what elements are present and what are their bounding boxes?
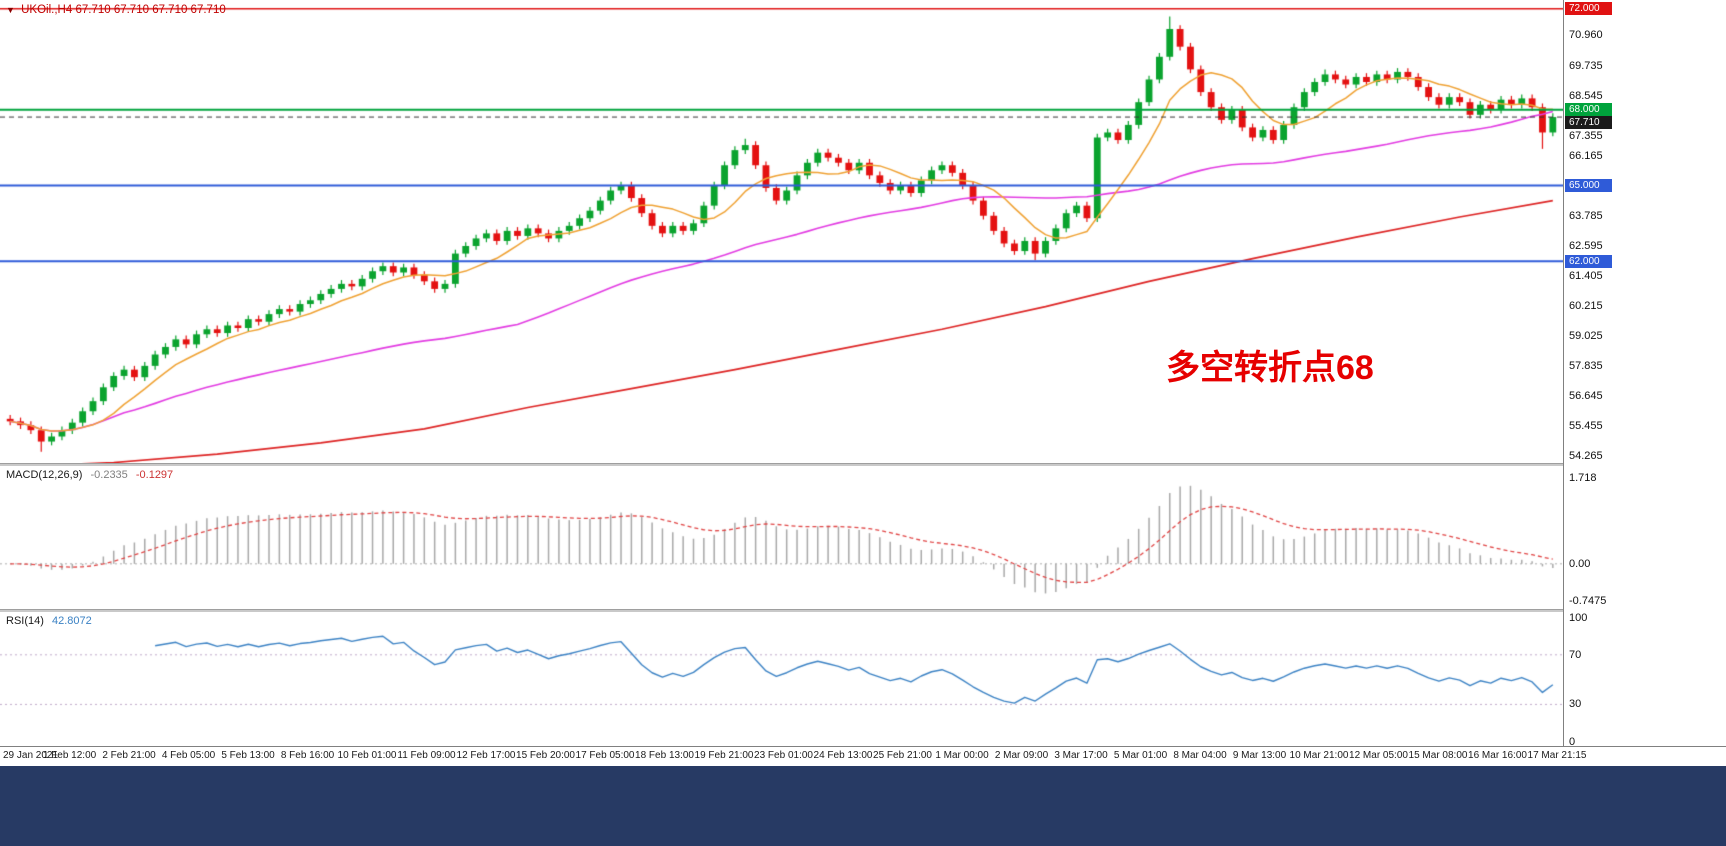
time-label: 1 Mar 00:00 — [935, 750, 989, 761]
main-price-chart[interactable] — [0, 0, 1563, 463]
time-label: 4 Feb 05:00 — [161, 750, 216, 761]
rsi-label: RSI(14) — [6, 615, 44, 627]
time-label: 18 Feb 13:00 — [635, 750, 694, 761]
price-tick-label: 68.545 — [1569, 90, 1603, 102]
price-tick-label: 60.215 — [1569, 300, 1603, 313]
time-label: 29 Jan 2021 — [3, 750, 59, 761]
macd-label: MACD(12,26,9) — [6, 469, 83, 481]
rsi-tick-label: 70 — [1569, 648, 1582, 661]
price-tick-label: 70.960 — [1569, 29, 1603, 42]
time-label: 15 Mar 08:00 — [1408, 750, 1468, 761]
time-label: 5 Mar 01:00 — [1113, 750, 1168, 761]
rsi-header: RSI(14) 42.8072 — [6, 615, 97, 627]
time-label: 3 Mar 17:00 — [1054, 750, 1108, 761]
time-label: 9 Mar 13:00 — [1232, 750, 1287, 761]
price-tick-label: 55.455 — [1569, 420, 1603, 433]
collapse-arrow-icon[interactable]: ▼ — [6, 5, 15, 15]
price-badge: 65.000 — [1565, 178, 1612, 192]
price-badge: 67.710 — [1565, 116, 1612, 130]
time-label: 19 Feb 21:00 — [694, 750, 754, 761]
price-tick-label: 67.355 — [1569, 130, 1603, 143]
rsi-value: 42.8072 — [51, 615, 92, 627]
bottom-bar — [0, 766, 1726, 846]
rsi-tick-label: 0 — [1569, 735, 1576, 748]
price-tick-label: 54.265 — [1569, 450, 1603, 463]
time-label: 8 Feb 16:00 — [280, 750, 335, 761]
macd-signal-value: -0.1297 — [135, 469, 174, 481]
macd-tick-label: -0.7475 — [1569, 595, 1607, 608]
time-label: 17 Feb 05:00 — [575, 750, 635, 761]
price-tick-label: 56.645 — [1569, 390, 1603, 403]
time-label: 17 Mar 21:15 — [1527, 750, 1587, 761]
price-tick-label: 63.785 — [1569, 210, 1603, 223]
price-badge: 68.000 — [1565, 103, 1612, 117]
time-label: 12 Mar 05:00 — [1349, 750, 1408, 761]
macd-indicator-chart[interactable] — [0, 466, 1563, 609]
time-label: 25 Feb 21:00 — [873, 750, 932, 761]
price-badge: 62.000 — [1565, 254, 1612, 268]
time-axis[interactable]: 29 Jan 2021 1 Feb 12:00 2 Feb 21:00 4 Feb 0… — [0, 746, 1726, 766]
macd-tick-label: 0.00 — [1569, 557, 1591, 570]
time-label: 5 Feb 13:00 — [221, 750, 275, 761]
time-label: 24 Feb 13:00 — [813, 750, 873, 761]
chart-annotation-text: 多空转折点68 — [1166, 349, 1374, 387]
macd-tick-label: 1.718 — [1569, 471, 1597, 484]
price-tick-label: 57.835 — [1569, 360, 1603, 373]
time-label: 11 Feb 09:00 — [397, 750, 456, 761]
time-label: 23 Feb 01:00 — [754, 750, 813, 761]
price-tick-label: 66.165 — [1569, 150, 1603, 163]
price-badge: 72.000 — [1565, 2, 1612, 16]
time-label: 2 Feb 21:00 — [102, 750, 156, 761]
symbol-info: ▼ UKOil.,H4 67.710 67.710 67.710 67.710 — [6, 4, 226, 16]
macd-header: MACD(12,26,9) -0.2335 -0.1297 — [6, 469, 178, 481]
time-label: 8 Mar 04:00 — [1173, 750, 1227, 761]
price-axis[interactable]: 72.000 68.000 67.710 65.000 62.000 70.960 69.7… — [1563, 0, 1726, 766]
price-tick-label: 62.595 — [1569, 240, 1603, 253]
time-label: 15 Feb 20:00 — [516, 750, 575, 761]
price-tick-label: 59.025 — [1569, 330, 1603, 343]
panel-splitter-rsi[interactable] — [0, 609, 1726, 612]
time-label: 2 Mar 09:00 — [994, 750, 1049, 761]
symbol-ohlc-values: 67.710 67.710 67.710 67.710 — [75, 4, 226, 16]
time-label: 12 Feb 17:00 — [456, 750, 516, 761]
time-label: 10 Feb 01:00 — [337, 750, 397, 761]
rsi-tick-label: 30 — [1569, 698, 1582, 711]
price-tick-label: 69.735 — [1569, 59, 1603, 72]
time-label: 16 Mar 16:00 — [1468, 750, 1527, 761]
panel-splitter-macd[interactable] — [0, 463, 1726, 466]
rsi-tick-label: 100 — [1569, 611, 1588, 624]
time-label: 1 Feb 12:00 — [42, 750, 97, 761]
time-label: 10 Mar 21:00 — [1289, 750, 1349, 761]
rsi-indicator-chart[interactable] — [0, 612, 1563, 746]
price-tick-label: 61.405 — [1569, 270, 1603, 283]
symbol-name: UKOil.,H4 — [21, 4, 73, 16]
macd-main-value: -0.2335 — [90, 469, 128, 481]
